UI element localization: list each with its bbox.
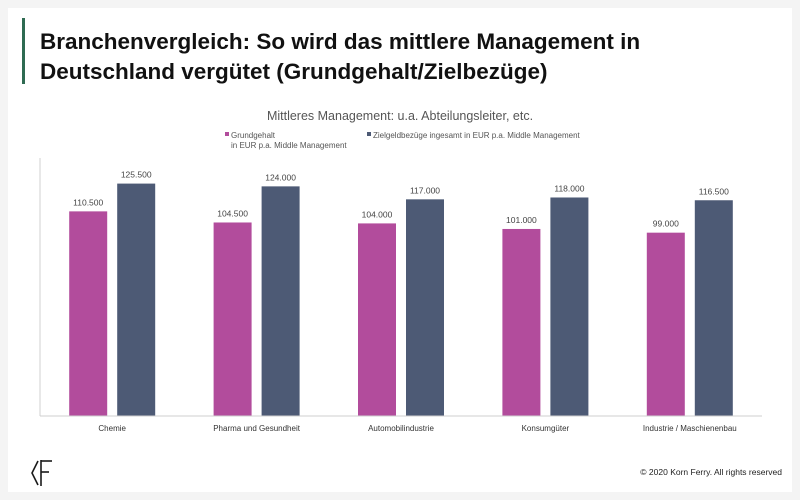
legend-label-1-line-1: Grundgehalt bbox=[231, 131, 276, 140]
data-label-grundgehalt-2: 104.500 bbox=[217, 208, 248, 218]
legend-swatch-2 bbox=[367, 132, 371, 136]
korn-ferry-logo-icon bbox=[31, 460, 52, 486]
data-label-grundgehalt-5: 99.000 bbox=[653, 219, 679, 229]
data-label-zielbezuege-4: 118.000 bbox=[554, 183, 584, 193]
bar-zielbezuege-4 bbox=[550, 197, 589, 416]
legend-label-1-line-2: in EUR p.a. Middle Management bbox=[231, 141, 347, 150]
copyright-notice: © 2020 Korn Ferry. All rights reserved bbox=[640, 467, 782, 477]
data-label-zielbezuege-3: 117.000 bbox=[410, 185, 440, 195]
data-label-zielbezuege-5: 116.500 bbox=[699, 186, 729, 196]
bar-grundgehalt-1 bbox=[69, 211, 108, 416]
chart-title: Mittleres Management: u.a. Abteilungslei… bbox=[267, 109, 533, 123]
data-label-grundgehalt-4: 101.000 bbox=[506, 215, 537, 225]
x-tick-label-1: Chemie bbox=[98, 424, 126, 433]
bar-grundgehalt-4 bbox=[502, 228, 541, 416]
x-tick-label-2: Pharma und Gesundheit bbox=[213, 424, 301, 433]
data-label-zielbezuege-2: 124.000 bbox=[265, 172, 296, 182]
page-title-line-1: Branchenvergleich: So wird das mittlere … bbox=[40, 29, 641, 54]
bar-zielbezuege-2 bbox=[261, 186, 300, 416]
legend-label-2: Zielgeldbezüge ingesamt in EUR p.a. Midd… bbox=[373, 131, 581, 140]
page-title-line-2: Deutschland vergütet (Grundgehalt/Zielbe… bbox=[40, 59, 548, 84]
data-label-grundgehalt-1: 110.500 bbox=[73, 197, 103, 207]
data-label-zielbezuege-1: 125.500 bbox=[121, 170, 152, 180]
bar-grundgehalt-3 bbox=[358, 223, 396, 416]
bar-zielbezuege-1 bbox=[117, 183, 156, 416]
legend-swatch-1 bbox=[225, 132, 229, 136]
bar-zielbezuege-5 bbox=[694, 200, 733, 416]
x-tick-label-5: Industrie / Maschienenbau bbox=[643, 424, 737, 433]
data-label-grundgehalt-3: 104.000 bbox=[362, 209, 393, 219]
x-tick-label-4: Konsumgüter bbox=[522, 424, 570, 433]
x-tick-label-3: Automobilindustrie bbox=[368, 424, 434, 433]
page-title: Branchenvergleich: So wird das mittlere … bbox=[40, 27, 760, 87]
title-accent-bar bbox=[22, 18, 25, 84]
bar-zielbezuege-3 bbox=[406, 199, 444, 416]
bar-grundgehalt-5 bbox=[646, 232, 685, 416]
bar-grundgehalt-2 bbox=[213, 222, 252, 416]
